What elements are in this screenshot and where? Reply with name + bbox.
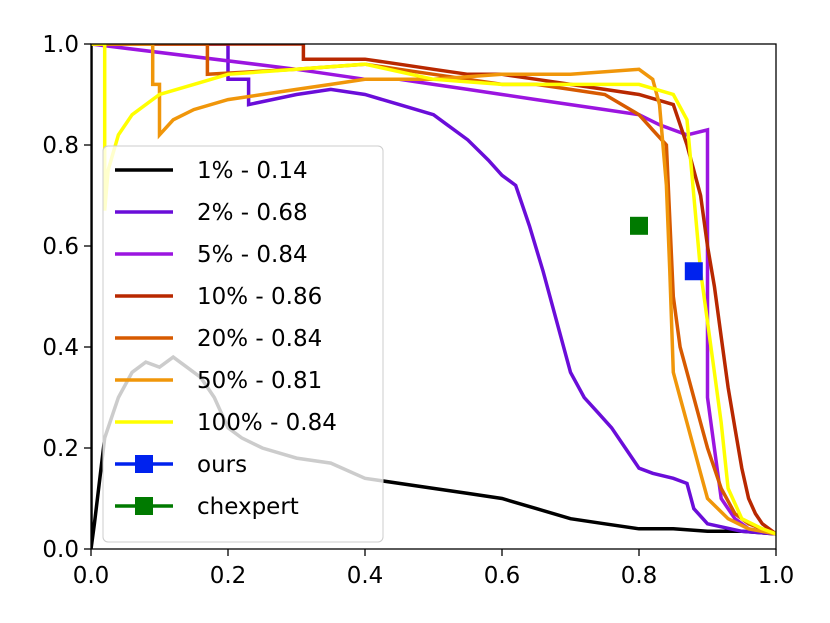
legend-label-ours: ours xyxy=(197,452,247,478)
y-tick-label: 0.6 xyxy=(42,234,79,260)
legend-marker-ours xyxy=(135,455,153,473)
legend-marker-chexpert xyxy=(135,497,153,515)
marker-ours xyxy=(684,262,703,281)
legend-label-chexpert: chexpert xyxy=(197,494,299,520)
legend: 1% - 0.14 2% - 0.68 5% - 0.84 10% - 0.86 20%… xyxy=(102,145,384,543)
y-tick-label: 1.0 xyxy=(42,32,79,58)
axes-frame xyxy=(90,43,777,550)
legend-box xyxy=(102,145,384,543)
series-line-10-0-86 xyxy=(91,44,776,536)
x-tick-label: 0.4 xyxy=(347,563,384,589)
series-line-50-0-81 xyxy=(91,44,776,536)
legend-label-1-0-14: 1% - 0.14 xyxy=(197,158,308,184)
x-axis: 0.0 0.2 0.4 0.6 0.8 1.0 xyxy=(73,549,795,589)
series-line-2-0-68 xyxy=(91,44,776,536)
y-tick-label: 0.8 xyxy=(42,133,79,159)
marker-chexpert xyxy=(630,216,648,235)
legend-label-5-0-84: 5% - 0.84 xyxy=(197,242,308,268)
legend-label-2-0-68: 2% - 0.68 xyxy=(197,200,308,226)
y-tick-label: 0.4 xyxy=(42,335,79,361)
y-tick-label: 0.2 xyxy=(42,436,79,462)
series-layer xyxy=(91,44,776,549)
legend-label-20-0-84: 20% - 0.84 xyxy=(197,326,322,352)
series-line-100-0-84 xyxy=(91,44,776,536)
y-axis: 0.0 0.2 0.4 0.6 0.8 1.0 xyxy=(42,32,91,563)
x-tick-label: 0.0 xyxy=(73,563,110,589)
legend-label-50-0-81: 50% - 0.81 xyxy=(197,368,322,394)
y-tick-label: 0.0 xyxy=(42,537,79,563)
x-tick-label: 1.0 xyxy=(758,563,795,589)
x-tick-label: 0.2 xyxy=(210,563,247,589)
x-tick-label: 0.8 xyxy=(621,563,658,589)
legend-label-10-0-86: 10% - 0.86 xyxy=(197,284,322,310)
marker-layer xyxy=(630,216,703,281)
x-tick-label: 0.6 xyxy=(484,563,521,589)
legend-label-100-0-84: 100% - 0.84 xyxy=(197,410,337,436)
